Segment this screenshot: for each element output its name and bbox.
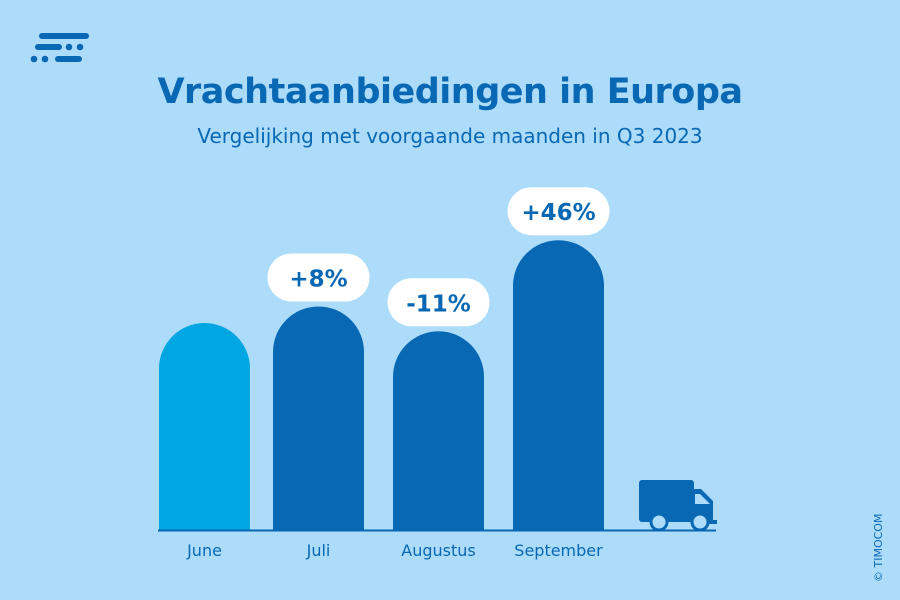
change-label: +8% — [289, 266, 347, 292]
bar-juli — [273, 306, 364, 530]
change-bubble — [267, 253, 370, 302]
truck-icon — [639, 480, 717, 532]
change-label: +46% — [521, 200, 595, 226]
bar-september — [513, 240, 604, 531]
chart-subtitle: Vergelijking met voorgaande maanden in Q… — [197, 124, 703, 148]
copyright: © TIMOCOM — [872, 513, 885, 582]
change-label: -11% — [406, 291, 471, 317]
x-tick-label: Augustus — [401, 541, 475, 560]
change-bubble — [507, 187, 610, 236]
bar-augustus — [393, 331, 484, 530]
chart-title: Vrachtaanbiedingen in Europa — [157, 72, 743, 112]
x-tick-label: June — [186, 541, 222, 560]
logo-icon — [30, 33, 89, 63]
x-tick-label: Juli — [306, 541, 331, 560]
x-tick-label: September — [514, 541, 603, 560]
change-bubble — [387, 278, 490, 327]
bar-june — [159, 323, 250, 530]
